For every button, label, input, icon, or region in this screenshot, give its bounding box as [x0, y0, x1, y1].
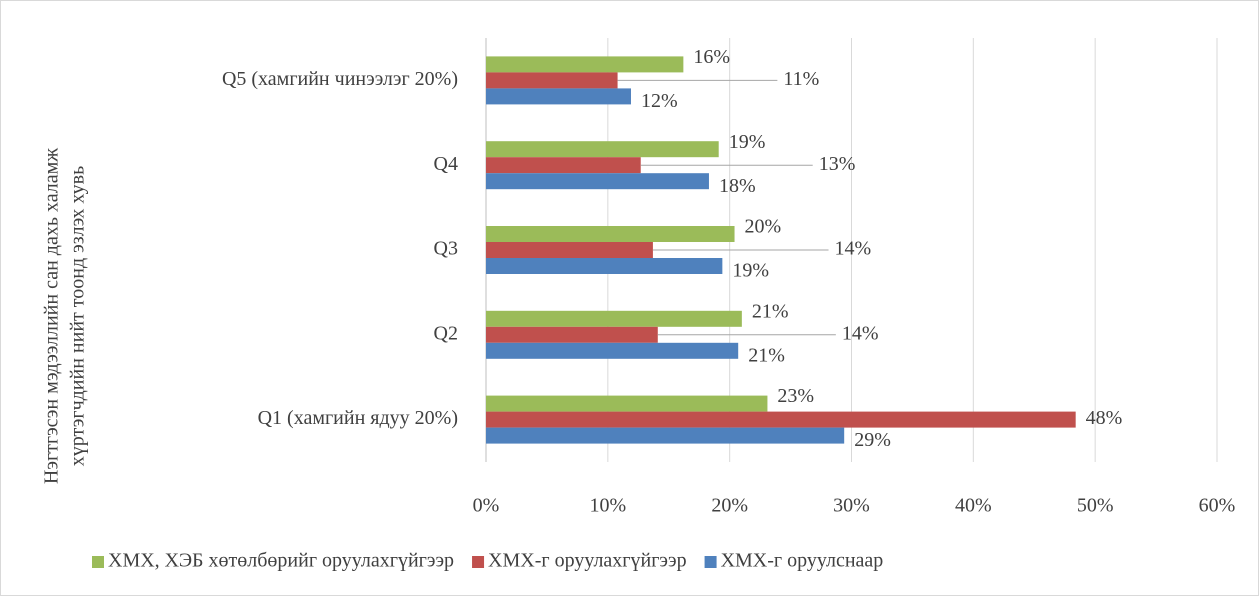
data-label: 19% [729, 131, 766, 153]
bar [486, 56, 684, 73]
data-label: 14% [842, 322, 879, 344]
x-tick-label: 50% [1077, 495, 1114, 517]
legend-swatch [472, 556, 485, 568]
y-axis-title-line: хүртэгчдийн нийт тоонд эзлэх хувь [67, 166, 89, 466]
bar [486, 72, 618, 89]
legend-label: ХМХ, ХЭБ хөтөлбөрийг оруулахгүйгээр [108, 550, 454, 572]
y-axis-title: Нэгтгэсэн мэдээллийн сан дахь халамж хүр… [41, 148, 89, 484]
data-label: 18% [719, 175, 756, 197]
y-tick-label: Q3 [434, 238, 458, 260]
data-label: 20% [745, 216, 782, 238]
bar [486, 141, 719, 158]
data-label: 16% [693, 46, 730, 68]
y-tick-label: Q1 (хамгийн ядуу 20%) [258, 407, 458, 429]
bar [486, 395, 768, 412]
data-label: 19% [732, 260, 769, 282]
bar [486, 226, 735, 242]
x-tick-label: 20% [711, 495, 748, 517]
data-label: 13% [819, 153, 856, 175]
data-label: 21% [748, 344, 785, 366]
bar [486, 310, 742, 327]
x-tick-label: 30% [833, 495, 870, 517]
data-label: 29% [854, 429, 891, 451]
x-tick-label: 0% [473, 495, 500, 517]
data-label: 21% [752, 300, 789, 322]
data-label: 11% [783, 68, 819, 90]
x-tick-label: 40% [955, 495, 992, 517]
data-label: 12% [641, 90, 678, 112]
y-tick-label: Q4 [434, 153, 458, 175]
bar [486, 326, 658, 343]
bar [486, 157, 641, 174]
bar [486, 173, 709, 190]
data-label: 48% [1086, 407, 1123, 429]
bar [486, 411, 1076, 428]
legend-swatch [92, 556, 104, 568]
y-tick-label: Q5 (хамгийн чинээлэг 20%) [222, 68, 458, 90]
bar [486, 242, 653, 258]
bar [486, 427, 845, 444]
bar [486, 88, 631, 105]
legend-label: ХМХ-г оруулахгүйгээр [488, 550, 687, 572]
data-label: 23% [777, 385, 814, 407]
bar [486, 342, 739, 359]
legend-label: ХМХ-г оруулснаар [721, 550, 884, 572]
x-tick-label: 60% [1199, 495, 1236, 517]
bar [486, 258, 723, 274]
legend-swatch [704, 556, 717, 568]
x-tick-label: 10% [589, 495, 626, 517]
data-label: 14% [835, 238, 872, 260]
y-axis-title-line: Нэгтгэсэн мэдээллийн сан дахь халамж [41, 148, 63, 484]
y-tick-label: Q2 [434, 322, 458, 344]
